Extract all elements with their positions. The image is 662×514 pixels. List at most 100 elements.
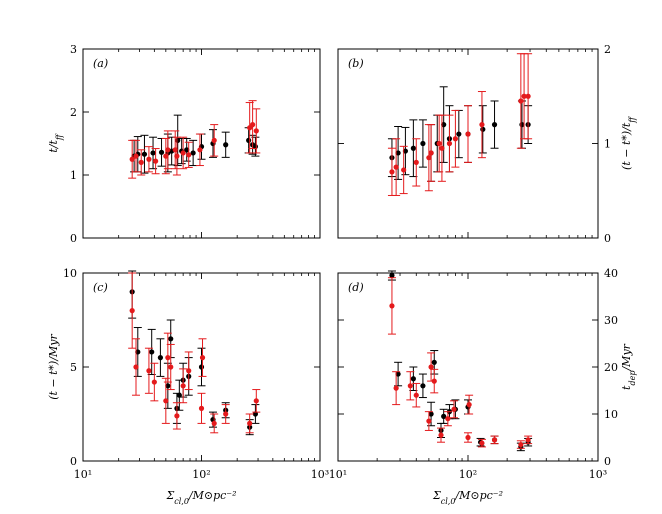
data-point <box>393 164 399 170</box>
data-point <box>465 131 471 137</box>
y-tick-label: 5 <box>70 361 77 374</box>
x-tick-label: 10¹ <box>74 468 92 481</box>
y-tick-label: 0 <box>70 455 77 468</box>
data-point <box>250 122 256 128</box>
data-point <box>525 93 531 99</box>
data-point <box>431 359 437 365</box>
data-point <box>518 441 524 448</box>
data-point <box>197 147 203 153</box>
data-point <box>395 371 401 377</box>
data-point <box>465 434 471 441</box>
y-axis-label: tdep/Myr <box>620 343 637 390</box>
y-tick-label: 0 <box>604 232 611 245</box>
data-point <box>150 150 156 156</box>
data-point <box>253 128 259 134</box>
data-point <box>247 420 253 426</box>
data-point <box>252 411 258 417</box>
data-point <box>401 167 407 173</box>
panel-a: 0 1 2 3 (a) t/tff <box>47 43 321 245</box>
data-point <box>180 383 186 389</box>
data-point <box>452 136 459 142</box>
y-tick-label: 1 <box>70 169 77 182</box>
data-point <box>441 413 447 419</box>
series-red <box>128 272 261 434</box>
data-point <box>168 336 174 342</box>
data-point <box>395 150 401 156</box>
data-point <box>491 437 498 443</box>
data-point <box>426 155 432 161</box>
data-point <box>163 398 169 404</box>
data-point <box>223 142 229 148</box>
y-tick-label: 0 <box>70 232 77 245</box>
series-black <box>387 270 533 452</box>
data-point <box>174 413 180 419</box>
data-point <box>413 159 419 165</box>
data-point <box>180 150 186 156</box>
data-point <box>525 437 531 443</box>
data-point <box>479 440 485 446</box>
y-tick-label: 2 <box>70 106 77 119</box>
data-point <box>199 355 206 361</box>
data-point <box>211 137 217 143</box>
data-point <box>141 151 148 157</box>
panel-c: 10¹ 10² 10³ 0 5 10 (c) (t − t*)/Myr Σcl,0/M⊙pc⁻² <box>47 267 329 506</box>
y-tick-label: 2 <box>604 43 611 56</box>
data-point <box>410 145 416 151</box>
data-point <box>420 383 426 389</box>
data-point <box>165 355 171 361</box>
series-red <box>128 100 261 179</box>
data-point <box>174 153 180 159</box>
data-point <box>389 272 395 278</box>
panel-tag: (a) <box>93 57 108 70</box>
data-point <box>158 149 165 155</box>
data-point <box>389 303 395 309</box>
x-axis-label: Σcl,0/M⊙pc⁻² <box>165 489 236 506</box>
data-point <box>168 364 174 370</box>
data-point <box>413 392 419 398</box>
x-tick-label: 10³ <box>311 468 329 481</box>
data-point <box>151 379 157 385</box>
data-point <box>420 140 426 147</box>
data-point <box>518 98 524 104</box>
data-point <box>186 368 192 374</box>
data-point <box>439 145 445 151</box>
y-axis-label: (t − t*)/Myr <box>47 333 60 399</box>
data-point <box>436 140 442 147</box>
data-point <box>466 402 472 408</box>
data-point <box>451 406 457 412</box>
x-axis-label: Σcl,0/M⊙pc⁻² <box>432 489 503 506</box>
data-point <box>163 153 169 159</box>
data-point <box>135 349 141 355</box>
data-point <box>211 420 217 426</box>
data-point <box>165 147 171 153</box>
x-tick-label: 10³ <box>589 468 607 481</box>
data-point <box>431 378 437 384</box>
data-point <box>133 364 139 370</box>
data-point <box>198 405 205 411</box>
data-point <box>246 137 252 143</box>
series-black <box>387 86 533 182</box>
x-tick-label: 10² <box>192 468 210 481</box>
data-point <box>165 383 171 389</box>
data-point <box>149 349 155 355</box>
y-tick-label: 10 <box>63 267 77 280</box>
y-tick-label: 0 <box>604 455 611 468</box>
y-axis-label: t/tff <box>47 133 64 153</box>
data-point <box>456 131 462 137</box>
panel-tag: (b) <box>348 57 364 70</box>
y-tick-label: 30 <box>604 314 618 327</box>
data-point <box>446 140 453 147</box>
data-point <box>157 355 164 361</box>
data-point <box>184 147 190 153</box>
data-point <box>253 398 259 404</box>
data-point <box>190 150 196 156</box>
data-point <box>129 156 135 162</box>
data-point <box>389 169 395 175</box>
data-point <box>146 368 152 374</box>
data-point <box>426 418 432 424</box>
data-point <box>491 122 498 128</box>
y-tick-label: 10 <box>604 408 618 421</box>
y-tick-label: 20 <box>604 361 618 374</box>
series-red <box>387 277 533 449</box>
